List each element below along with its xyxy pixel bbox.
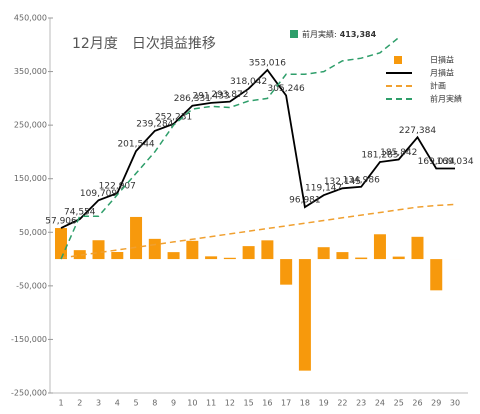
bar [242, 246, 255, 260]
x-tick-label: 3 [96, 399, 101, 408]
line [60, 203, 456, 259]
bar [261, 240, 274, 260]
bar [411, 236, 424, 260]
x-tick-label: 5 [134, 399, 139, 408]
bar [186, 240, 199, 260]
data-label: 252,231 [155, 112, 192, 122]
y-tick-label: 450,000 [14, 14, 47, 23]
bar [148, 238, 161, 260]
y-tick-label: -50,000 [16, 281, 47, 290]
y-tick-label: -150,000 [11, 335, 47, 344]
x-tick-label: 24 [375, 399, 385, 408]
x-tick-label: 16 [262, 399, 272, 408]
data-label: 119,147 [305, 184, 342, 194]
bar [92, 240, 105, 260]
x-tick-label: 9 [171, 399, 176, 408]
data-label: 181,285 [361, 150, 398, 160]
legend-label: 前月実績 [430, 94, 462, 104]
data-label: 134,986 [343, 175, 380, 185]
data-label: 201,544 [117, 140, 154, 150]
data-label: 96,981 [289, 196, 321, 206]
bar [355, 257, 368, 260]
bar [373, 234, 386, 260]
annotation: 前月実績: 413,384 [302, 29, 377, 39]
x-tick-label: 22 [337, 399, 347, 408]
x-tick-label: 26 [412, 399, 422, 408]
line [60, 68, 455, 229]
line [60, 37, 400, 260]
data-label: 57,906 [45, 217, 77, 227]
bar [55, 228, 67, 260]
x-tick-label: 2 [77, 399, 82, 408]
data-label: 293,872 [211, 90, 248, 100]
x-tick-label: 25 [394, 399, 404, 408]
data-label: 122,907 [99, 182, 136, 192]
x-tick-label: 15 [244, 399, 254, 408]
legend-label: 日損益 [430, 55, 454, 65]
data-label: 169,034 [418, 157, 455, 167]
data-label: 286,331 [174, 94, 211, 104]
data-label: 353,016 [249, 58, 286, 68]
legend-label: 計画 [430, 81, 446, 91]
x-tick-label: 19 [319, 399, 329, 408]
x-tick-label: 8 [152, 399, 157, 408]
data-label: 132,145 [324, 177, 361, 187]
legend-label: 月損益 [430, 68, 454, 78]
x-tick-label: 17 [281, 399, 291, 408]
x-tick-label: 4 [115, 399, 120, 408]
data-label: 291,433 [192, 91, 229, 101]
data-label: 169,034 [436, 157, 473, 167]
y-tick-label: -250,000 [11, 389, 47, 398]
data-label: 74,554 [64, 208, 96, 218]
data-label: 109,709 [80, 189, 117, 199]
x-tick-label: 30 [450, 399, 460, 408]
legend-swatch [394, 56, 402, 64]
data-label: 305,246 [268, 84, 305, 94]
annotation-swatch [290, 30, 298, 38]
annotation-label: 前月実績: [302, 29, 337, 39]
bar [317, 247, 330, 260]
y-tick-label: 150,000 [14, 174, 47, 183]
bar [130, 216, 143, 260]
y-tick-label: 50,000 [19, 228, 47, 237]
chart-title: 12月度 日次損益推移 [72, 36, 216, 52]
x-tick-label: 29 [431, 399, 441, 408]
y-tick-label: 350,000 [14, 67, 47, 76]
data-label: 185,842 [380, 148, 417, 158]
x-tick-label: 11 [206, 399, 216, 408]
bar [336, 252, 349, 260]
bar [167, 252, 180, 260]
bar [205, 256, 218, 260]
bar [280, 259, 293, 285]
data-label: 227,384 [399, 126, 436, 136]
x-tick-label: 1 [58, 399, 63, 408]
x-tick-label: 18 [300, 399, 310, 408]
bar [223, 257, 236, 260]
data-label: 318,042 [230, 77, 267, 87]
x-tick-label: 23 [356, 399, 366, 408]
y-tick-label: 250,000 [14, 121, 47, 130]
x-tick-label: 10 [187, 399, 197, 408]
x-tick-label: 12 [225, 399, 235, 408]
annotation-value: 413,384 [340, 30, 377, 39]
bar [73, 250, 86, 260]
bar [430, 259, 443, 291]
bar [392, 256, 405, 260]
data-label: 239,284 [136, 119, 173, 129]
bar [298, 259, 311, 371]
bar [111, 252, 124, 260]
